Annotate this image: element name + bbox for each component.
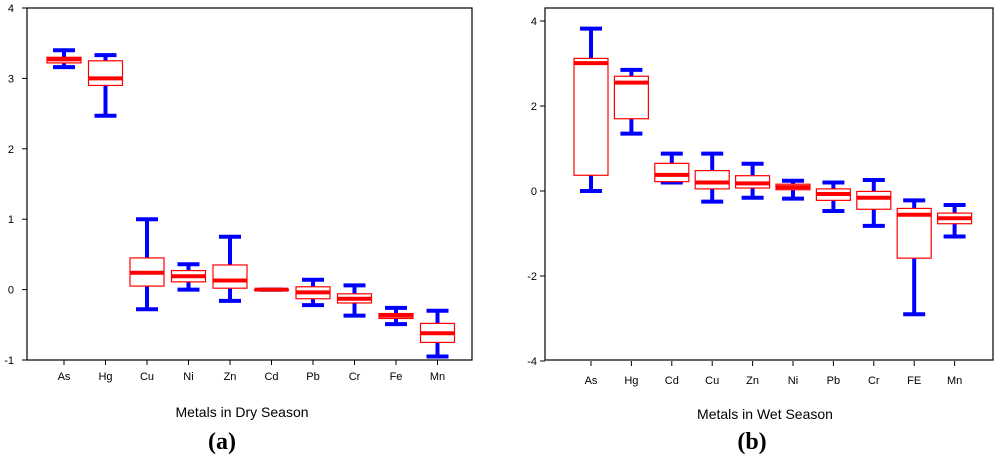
panel-b-frame: [544, 7, 994, 361]
panel-b-category-label: As: [585, 375, 598, 387]
panel-a-category-label: Hg: [98, 371, 112, 383]
panel-a-ytick-label: 3: [8, 73, 14, 85]
panel-b-category-label: Pb: [827, 375, 840, 387]
panel-a-box-cr: [336, 283, 373, 318]
panel-a-category-label: Pb: [306, 371, 319, 383]
panel-a-category-label: Ni: [183, 371, 193, 383]
panel-b-xlabel: Metals in Wet Season: [697, 406, 833, 422]
panel-a-frame: [26, 7, 473, 361]
panel-b-box-ni: [775, 178, 811, 201]
box-iqr: [654, 162, 690, 183]
panel-a-box-mn: [419, 308, 456, 359]
panel-a-category-label: Cu: [140, 371, 154, 383]
panel-b-ytick-label: 0: [531, 186, 537, 198]
panel-a-box-ni: [170, 262, 207, 292]
panel-b-box-as: [573, 26, 609, 193]
panel-a-ytick-label: -1: [4, 355, 14, 367]
panel-b-box-mn: [936, 203, 973, 239]
panel-b-category-label: Cr: [868, 375, 880, 387]
panel-a-box-fe: [378, 305, 414, 327]
panel-a-label: (a): [208, 429, 236, 455]
panel-a-category-label: Cd: [264, 371, 278, 383]
panel-a-box-pb: [295, 277, 331, 308]
panel-b-ytick-label: 4: [531, 16, 537, 28]
panel-a-ytick-label: 2: [8, 144, 14, 156]
box-iqr: [694, 170, 730, 190]
panel-a-ytick-label: 4: [8, 3, 14, 15]
box-iqr: [856, 190, 892, 210]
panel-b-box-fe: [896, 198, 932, 317]
panel-b-category-label: Zn: [746, 375, 759, 387]
panel-a-category-label: Mn: [430, 371, 445, 383]
box-iqr: [87, 60, 124, 87]
panel-a-box-as: [46, 48, 82, 70]
panel-b-category-label: Cu: [705, 375, 719, 387]
panel-b-category-label: Hg: [624, 375, 638, 387]
panel-a-category-label: Zn: [224, 371, 237, 383]
panel-b-box-cr: [856, 177, 892, 228]
box-iqr: [212, 264, 248, 289]
panel-b-label: (b): [737, 429, 766, 455]
panel-a-ytick-label: 0: [8, 285, 14, 297]
panel-a-box-cu: [129, 217, 165, 312]
panel-b-box-cd: [654, 151, 690, 185]
panel-a-box-zn: [212, 234, 248, 303]
panel-b-ytick-label: -4: [527, 356, 537, 368]
panel-a-box-cd: [253, 287, 290, 292]
panel-a-box-hg: [87, 53, 124, 118]
panel-b-ytick-label: -2: [527, 271, 537, 283]
panel-b-plot: -4 -2 0 2 4 As Hg Cd Cu Zn Ni Pb Cr FE Mn: [527, 16, 973, 387]
panel-b-box-zn: [734, 161, 771, 200]
panel-b-box-hg: [613, 67, 650, 136]
panel-b-box-cu: [694, 151, 730, 204]
panel-a-category-label: Cr: [349, 371, 361, 383]
panel-b-box-pb: [815, 180, 852, 213]
panel-a-plot: -1 0 1 2 3 4 As Hg Cu Ni Zn Cd Pb Cr Fe Mn: [4, 3, 456, 383]
box-iqr: [573, 57, 609, 176]
panel-b-category-label: FE: [907, 375, 921, 387]
panel-a-category-label: Fe: [390, 371, 403, 383]
panel-a-ytick-label: 1: [8, 214, 14, 226]
panel-a-xlabel: Metals in Dry Season: [175, 404, 308, 420]
panel-b-category-label: Cd: [665, 375, 679, 387]
panel-b-ytick-label: 2: [531, 101, 537, 113]
panel-b-category-label: Ni: [788, 375, 798, 387]
panel-a-category-label: As: [58, 371, 71, 383]
panel-b-category-label: Mn: [947, 375, 962, 387]
